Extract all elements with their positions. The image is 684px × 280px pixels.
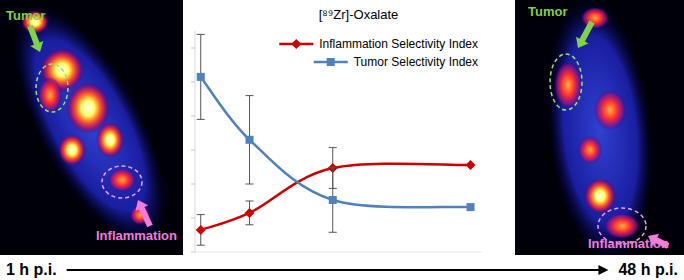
point xyxy=(246,136,254,144)
chart-background xyxy=(185,0,513,256)
y-axis xyxy=(195,31,196,252)
pet-uptake xyxy=(38,77,62,113)
pet-uptake xyxy=(581,7,609,29)
time-arrow-line xyxy=(67,269,601,271)
error-bar xyxy=(197,215,205,246)
pet-uptake xyxy=(108,168,136,192)
error-cap xyxy=(197,34,205,35)
series xyxy=(196,148,476,246)
error-cap xyxy=(246,224,254,225)
y-tick xyxy=(191,252,195,253)
x-axis xyxy=(195,252,482,253)
axes xyxy=(191,31,482,252)
arrow xyxy=(572,19,598,52)
pet-uptake xyxy=(584,178,616,214)
legend-label: Inflammation Selectivity Index xyxy=(319,37,478,51)
y-tick xyxy=(191,82,195,83)
tumor-label: Tumor xyxy=(6,8,45,23)
pet-uptake xyxy=(554,61,582,109)
legend: Inflammation Selectivity Index Tumor Sele… xyxy=(279,37,478,69)
arrow xyxy=(23,23,46,54)
error-bar xyxy=(246,96,254,184)
legend-marker xyxy=(291,39,301,49)
error-cap xyxy=(329,167,337,168)
error-cap xyxy=(329,232,337,233)
arrow xyxy=(132,197,157,229)
time-axis: 1 h p.i. 48 h p.i. xyxy=(6,261,678,278)
point xyxy=(329,196,337,204)
tumor-label: Tumor xyxy=(528,4,567,19)
arrow-shape xyxy=(132,197,157,229)
legend-label: Tumor Selectivity Index xyxy=(354,55,478,69)
pet-image xyxy=(0,0,183,255)
inflammation-label: Inflammation xyxy=(588,236,669,251)
point xyxy=(466,160,476,170)
tumor-region xyxy=(550,54,582,110)
inflammation-label: Inflammation xyxy=(96,228,177,243)
figure: Tumor Inflammation Tumor Inflammation [⁸⁹Zr]… xyxy=(0,0,684,280)
pet-body xyxy=(0,0,183,255)
point xyxy=(467,203,475,211)
error-bar xyxy=(246,201,254,225)
inflammation-region xyxy=(102,166,142,198)
arrow-shape xyxy=(23,23,46,54)
y-tick xyxy=(191,218,195,219)
point xyxy=(196,225,206,235)
error-cap xyxy=(197,119,205,120)
pet-uptake xyxy=(58,134,86,166)
series-line xyxy=(201,164,471,230)
pet-body xyxy=(534,0,666,255)
y-tick xyxy=(191,116,195,117)
y-tick xyxy=(191,150,195,151)
y-tick xyxy=(191,48,195,49)
legend-marker xyxy=(327,58,335,66)
time-arrow-head xyxy=(598,265,608,275)
chart-title: [⁸⁹Zr]-Oxalate xyxy=(319,7,399,22)
pet-uptake xyxy=(578,136,602,164)
tumor-region xyxy=(36,64,68,112)
arrow-shape xyxy=(572,19,598,52)
error-cap xyxy=(246,184,254,185)
time-label: 1 h p.i. xyxy=(6,261,57,278)
series-line xyxy=(201,77,471,207)
error-cap xyxy=(246,201,254,202)
error-cap xyxy=(197,214,205,215)
point xyxy=(245,208,255,218)
pet-image xyxy=(515,0,684,255)
error-bar xyxy=(329,168,337,233)
error-cap xyxy=(329,147,337,148)
pet-uptake xyxy=(594,90,626,130)
y-tick xyxy=(191,184,195,185)
error-bar xyxy=(197,34,205,119)
point xyxy=(197,73,205,81)
pet-uptake xyxy=(96,122,124,158)
error-cap xyxy=(246,95,254,96)
time-label: 48 h p.i. xyxy=(618,261,678,278)
error-cap xyxy=(197,245,205,246)
